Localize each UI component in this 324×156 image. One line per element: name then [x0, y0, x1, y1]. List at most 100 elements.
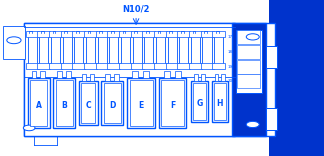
Bar	[164, 71, 170, 78]
Bar	[90, 74, 94, 81]
Bar	[101, 81, 123, 125]
Text: 20: 20	[228, 79, 233, 83]
Bar	[107, 31, 120, 37]
Bar	[63, 34, 72, 66]
Bar	[177, 31, 190, 37]
Text: 18: 18	[228, 50, 233, 54]
Bar	[26, 31, 39, 37]
Bar	[189, 63, 202, 69]
Text: 19: 19	[228, 65, 233, 69]
Bar	[28, 34, 37, 66]
Bar	[212, 81, 228, 122]
Bar	[177, 63, 190, 69]
Circle shape	[246, 34, 259, 40]
Bar	[66, 71, 71, 78]
Bar	[28, 78, 50, 128]
Bar	[237, 74, 260, 88]
Bar	[61, 31, 74, 37]
Bar	[237, 45, 260, 59]
Bar	[81, 83, 95, 123]
Bar	[53, 78, 75, 128]
Bar	[31, 71, 36, 78]
Bar	[201, 63, 214, 69]
Bar	[3, 26, 25, 59]
Text: A: A	[36, 101, 41, 110]
Bar	[221, 74, 225, 81]
Text: D: D	[109, 101, 116, 110]
Circle shape	[7, 37, 21, 44]
Text: F: F	[170, 101, 175, 110]
Bar	[142, 63, 155, 69]
Bar	[61, 63, 74, 69]
Bar	[168, 34, 177, 66]
Bar	[24, 23, 235, 136]
Text: 17: 17	[228, 35, 233, 39]
Bar	[214, 83, 226, 120]
Circle shape	[246, 121, 259, 128]
Bar	[143, 71, 149, 78]
Bar	[144, 34, 153, 66]
Text: E: E	[138, 101, 144, 110]
Bar	[191, 34, 200, 66]
Bar	[154, 63, 167, 69]
Bar	[212, 63, 225, 69]
Bar	[57, 71, 62, 78]
Bar	[131, 63, 144, 69]
Bar	[194, 74, 198, 81]
Text: C: C	[85, 101, 91, 110]
Bar	[119, 31, 132, 37]
Bar	[232, 23, 266, 136]
Bar	[96, 31, 109, 37]
Bar	[98, 34, 107, 66]
Bar	[161, 80, 184, 126]
Bar	[40, 71, 45, 78]
Bar	[237, 30, 260, 44]
Bar	[107, 63, 120, 69]
Bar	[132, 71, 138, 78]
Bar	[269, 0, 324, 156]
Bar	[201, 31, 214, 37]
Bar	[214, 74, 218, 81]
Bar	[39, 34, 48, 66]
Bar	[109, 34, 118, 66]
Bar	[154, 31, 167, 37]
Bar	[179, 34, 188, 66]
Bar	[166, 63, 179, 69]
Bar	[130, 80, 153, 126]
Bar	[166, 31, 179, 37]
Bar	[191, 81, 208, 122]
Bar	[82, 74, 86, 81]
Bar	[131, 31, 144, 37]
Bar	[56, 80, 73, 126]
Bar	[119, 63, 132, 69]
Bar	[86, 34, 95, 66]
Bar	[214, 34, 223, 66]
Bar	[37, 63, 50, 69]
Bar	[212, 31, 225, 37]
Text: H: H	[217, 99, 223, 108]
Bar	[51, 34, 60, 66]
Bar	[236, 30, 262, 93]
Bar	[266, 46, 277, 68]
Bar	[79, 81, 98, 125]
Bar	[133, 34, 142, 66]
Bar	[26, 63, 39, 69]
Bar	[127, 78, 155, 128]
Bar	[114, 74, 119, 81]
Bar	[84, 31, 97, 37]
Bar	[49, 31, 62, 37]
Bar	[37, 31, 50, 37]
Bar	[84, 63, 97, 69]
Circle shape	[23, 125, 35, 131]
Bar	[49, 63, 62, 69]
Bar	[237, 60, 260, 74]
Bar	[72, 63, 85, 69]
Bar	[266, 108, 277, 130]
Bar	[24, 23, 275, 136]
Bar	[156, 34, 165, 66]
Bar	[201, 74, 205, 81]
Bar	[72, 31, 85, 37]
Bar	[105, 74, 110, 81]
Text: N10/2: N10/2	[122, 5, 150, 14]
Bar	[104, 83, 121, 123]
